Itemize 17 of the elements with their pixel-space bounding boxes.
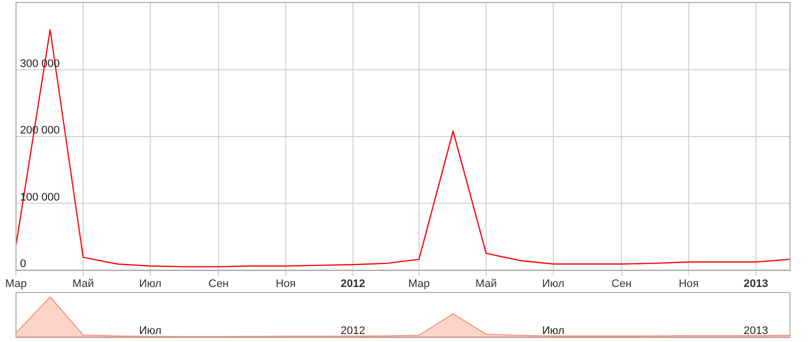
x-tick-label: Май: [72, 278, 94, 290]
x-tick-label: Июл: [139, 325, 162, 337]
x-tick-label: Мар: [5, 278, 27, 290]
x-tick-label: Июл: [542, 278, 564, 290]
x-tick-label: 2013: [744, 325, 768, 337]
y-tick-label: 0: [20, 258, 26, 270]
x-tick-label: Май: [475, 278, 497, 290]
x-tick-label: Сен: [208, 278, 229, 290]
x-tick-label: Ноя: [678, 278, 699, 290]
x-tick-label: Ноя: [276, 278, 296, 290]
x-tick-label: 2012: [340, 278, 366, 290]
x-tick-label: Июл: [542, 325, 564, 337]
x-tick-label: 2012: [340, 325, 366, 337]
x-tick-label: 2013: [744, 278, 768, 290]
x-tick-label: Мар: [408, 278, 430, 290]
x-tick-label: Июл: [139, 278, 162, 290]
x-tick-label: Сен: [611, 278, 632, 290]
